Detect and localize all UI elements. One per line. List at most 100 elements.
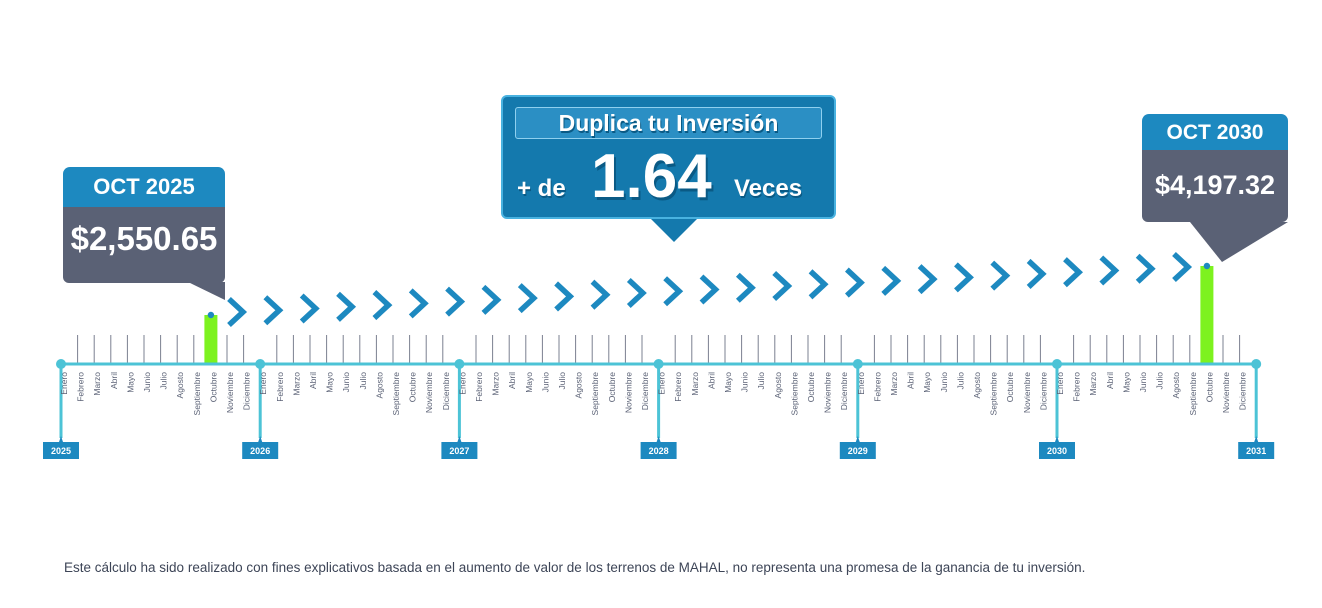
end-value-callout: OCT 2030 $4,197.32 <box>1142 114 1288 222</box>
growth-chevron <box>336 291 357 322</box>
month-label: Junio <box>939 372 949 393</box>
growth-chevron <box>845 267 865 298</box>
month-label: Enero <box>1055 372 1065 395</box>
growth-chevron <box>1063 257 1084 288</box>
month-label: Abril <box>1105 372 1115 389</box>
month-label: Noviembre <box>823 372 833 413</box>
year-node <box>56 359 66 369</box>
year-tab <box>1238 436 1275 459</box>
month-label: Noviembre <box>1022 372 1032 413</box>
month-label: Septiembre <box>989 372 999 416</box>
growth-chevron <box>808 269 829 300</box>
month-label: Febrero <box>275 372 285 402</box>
growth-chevron <box>517 283 538 314</box>
month-label: Septiembre <box>789 372 799 416</box>
year-label: 2026 <box>250 446 270 456</box>
growth-chevron <box>735 272 756 303</box>
start-amount: $2,550.65 <box>63 207 225 283</box>
start-date-label: OCT 2025 <box>63 167 225 207</box>
growth-chevron <box>881 265 902 296</box>
month-label: Diciembre <box>242 372 252 411</box>
end-callout-pointer <box>1190 222 1288 262</box>
month-label: Septiembre <box>391 372 401 416</box>
headline-suffix: Veces <box>734 175 803 202</box>
highlight-dot <box>1203 262 1211 270</box>
month-label: Junio <box>740 372 750 393</box>
month-label: Octubre <box>408 372 418 403</box>
growth-chevron <box>990 260 1011 291</box>
month-label: Mayo <box>125 372 135 393</box>
month-label: Junio <box>142 372 152 393</box>
month-label: Septiembre <box>590 372 600 416</box>
growth-chevron <box>1026 258 1047 289</box>
month-label: Febrero <box>872 372 882 402</box>
month-label: Agosto <box>1171 372 1181 399</box>
month-label: Abril <box>507 372 517 389</box>
headline-pointer <box>650 218 698 242</box>
month-label: Agosto <box>374 372 384 399</box>
disclaimer-text: Este cálculo ha sido realizado con fines… <box>64 560 1086 575</box>
month-label: Marzo <box>491 372 501 396</box>
year-node <box>454 359 465 369</box>
year-label: 2031 <box>1246 446 1266 456</box>
month-label: Julio <box>1155 372 1165 390</box>
month-label: Enero <box>59 372 69 395</box>
month-label: Diciembre <box>640 372 650 411</box>
year-node <box>1251 359 1262 369</box>
growth-chevron <box>590 279 611 310</box>
start-callout-pointer <box>188 282 225 300</box>
growth-chevron <box>408 288 429 319</box>
month-label: Julio <box>358 372 368 390</box>
month-label: Abril <box>906 372 916 389</box>
year-tab <box>441 436 478 459</box>
month-label: Noviembre <box>623 372 633 413</box>
month-label: Enero <box>657 372 667 395</box>
year-node <box>653 359 664 369</box>
month-label: Febrero <box>673 372 683 402</box>
year-node <box>1052 359 1062 369</box>
month-label: Marzo <box>889 372 899 396</box>
month-label: Marzo <box>690 372 700 396</box>
month-label: Agosto <box>574 372 584 399</box>
headline-multiplier: 1.64 <box>591 142 712 211</box>
year-tab <box>43 436 79 459</box>
month-label: Abril <box>308 372 318 389</box>
growth-chevron <box>772 271 793 302</box>
month-label: Febrero <box>474 372 484 402</box>
month-label: Julio <box>557 372 567 390</box>
month-label: Marzo <box>1088 372 1098 396</box>
growth-chevron <box>372 290 393 321</box>
month-label: Mayo <box>1121 372 1131 393</box>
year-node <box>852 359 863 369</box>
month-label: Abril <box>109 372 119 389</box>
month-label: Enero <box>856 372 866 395</box>
month-label: Junio <box>341 372 351 393</box>
end-amount: $4,197.32 <box>1142 150 1288 222</box>
highlight-bar <box>1200 266 1214 364</box>
month-label: Mayo <box>524 372 534 393</box>
growth-chevron <box>1099 255 1120 286</box>
month-label: Octubre <box>208 372 218 403</box>
month-label: Febrero <box>1072 372 1082 402</box>
growth-chevron <box>1135 253 1156 284</box>
month-label: Mayo <box>723 372 733 393</box>
growth-chevron <box>699 274 720 305</box>
growth-chevron <box>626 277 647 308</box>
start-value-callout: OCT 2025 $2,550.65 <box>63 167 225 283</box>
month-label: Junio <box>540 372 550 393</box>
growth-chevron <box>445 286 466 317</box>
year-tab <box>839 436 876 459</box>
month-label: Enero <box>457 372 467 395</box>
month-label: Febrero <box>76 372 86 402</box>
month-label: Marzo <box>291 372 301 396</box>
headline-prefix: + de <box>517 175 566 202</box>
year-label: 2027 <box>449 446 469 456</box>
headline-title: Duplica tu Inversión <box>515 107 822 139</box>
month-label: Julio <box>955 372 965 390</box>
growth-chevron <box>954 262 974 293</box>
month-label: Agosto <box>175 372 185 399</box>
month-label: Octubre <box>806 372 816 403</box>
month-label: Diciembre <box>441 372 451 411</box>
